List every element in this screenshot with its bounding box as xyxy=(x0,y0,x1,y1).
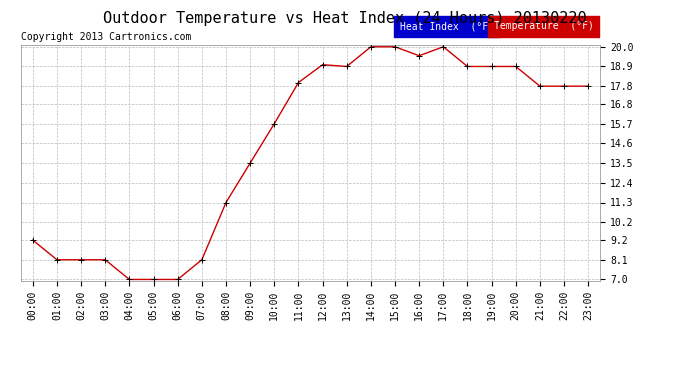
Text: Copyright 2013 Cartronics.com: Copyright 2013 Cartronics.com xyxy=(21,32,191,42)
Legend: Heat Index  (°F), Temperature  (°F): Heat Index (°F), Temperature (°F) xyxy=(397,19,595,33)
Text: Outdoor Temperature vs Heat Index (24 Hours) 20130220: Outdoor Temperature vs Heat Index (24 Ho… xyxy=(104,11,586,26)
